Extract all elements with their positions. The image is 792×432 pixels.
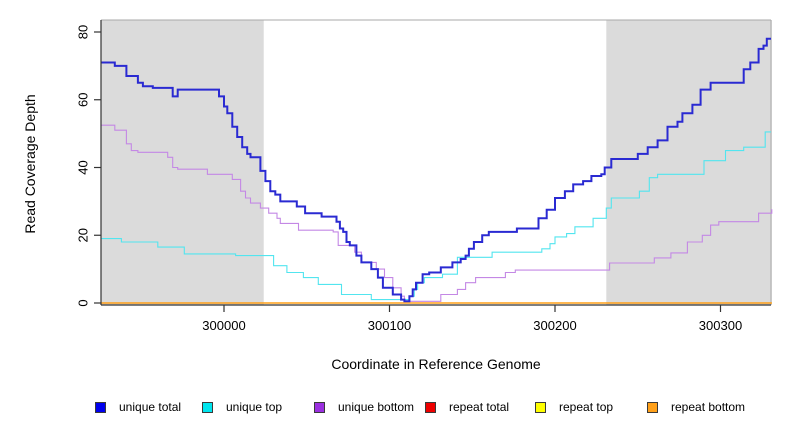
legend-label: repeat bottom: [671, 400, 746, 414]
legend-label: unique total: [119, 400, 182, 414]
repeat-region-band: [606, 20, 772, 305]
axes: [100, 20, 771, 306]
legend-item-repeat-top: repeat top: [535, 398, 613, 416]
y-tick-label: 60: [75, 93, 90, 107]
legend-item-unique-bottom: unique bottom: [314, 398, 414, 416]
plot-box: [101, 19, 772, 305]
legend-item-unique-total: unique total: [95, 398, 181, 416]
y-tick-label: 20: [75, 228, 90, 242]
series-line-unique-total: [101, 37, 771, 303]
legend-item-unique-top: unique top: [202, 398, 282, 416]
x-tick-label: 300200: [533, 318, 576, 333]
x-axis-title: Coordinate in Reference Genome: [331, 356, 541, 372]
coverage-series-lines: [101, 37, 773, 304]
series-line-unique-top: [101, 131, 771, 301]
legend-swatch-icon: [95, 401, 106, 413]
legend-label: unique bottom: [338, 400, 415, 414]
y-tick-label: 0: [75, 299, 90, 306]
legend-swatch-icon: [202, 401, 213, 413]
legend-swatch-icon: [647, 401, 658, 413]
legend-item-repeat-bottom: repeat bottom: [647, 398, 745, 416]
legend-swatch-icon: [535, 401, 546, 413]
x-tick-label: 300100: [368, 318, 411, 333]
x-tick-label: 300300: [699, 318, 742, 333]
legend-swatch-icon: [314, 401, 325, 413]
legend-label: repeat total: [449, 400, 510, 414]
axis-tick-labels: 0 20 40 60 80 300000 300100 300200 300300: [75, 25, 742, 333]
legend: unique total unique top unique bottom repea…: [0, 398, 792, 422]
shaded-repeat-regions: [101, 20, 772, 305]
axis-ticks: [94, 31, 722, 312]
legend-item-repeat-total: repeat total: [425, 398, 509, 416]
legend-label: unique top: [226, 400, 283, 414]
x-tick-label: 300000: [202, 318, 245, 333]
legend-swatch-icon: [425, 401, 436, 413]
y-axis-title: Read Coverage Depth: [22, 94, 38, 234]
y-tick-label: 80: [75, 25, 90, 39]
legend-label: repeat top: [559, 400, 614, 414]
repeat-region-band: [101, 20, 264, 305]
y-tick-label: 40: [75, 160, 90, 174]
